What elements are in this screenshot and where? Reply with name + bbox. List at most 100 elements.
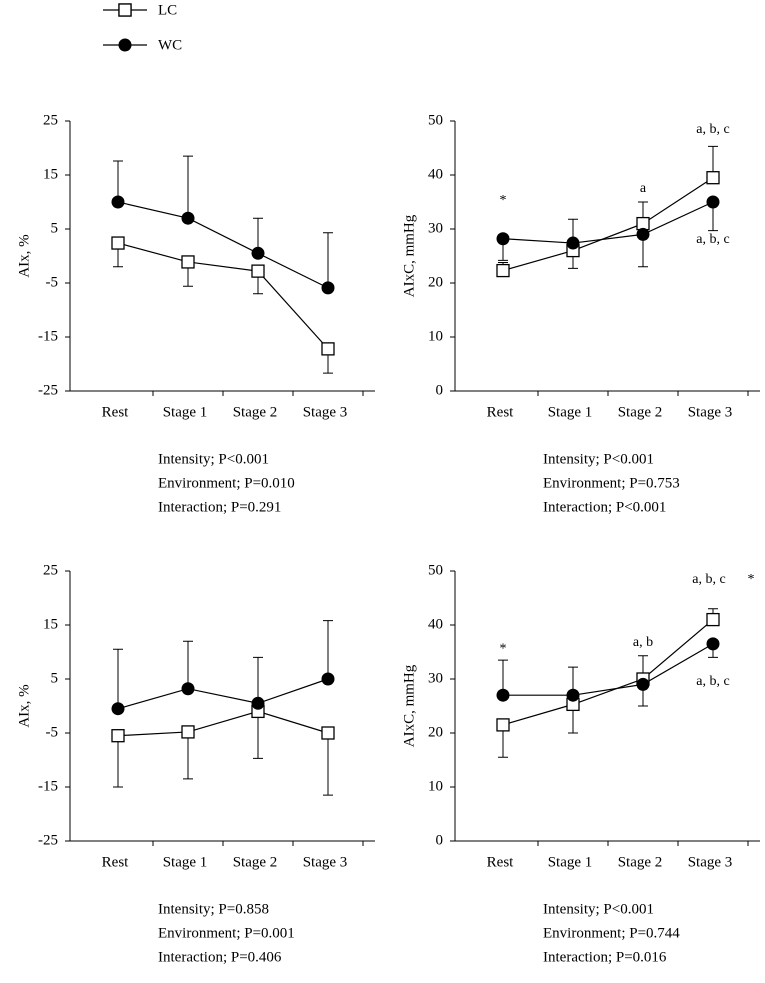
series-line	[503, 643, 714, 696]
marker	[636, 227, 650, 241]
stat-note: Environment; P=0.010	[158, 475, 295, 491]
legend-marker-lc	[118, 3, 132, 17]
series-line	[117, 710, 329, 737]
marker	[706, 195, 720, 209]
y-tick-label: 20	[428, 724, 443, 740]
y-axis-label: AIx, %	[16, 684, 32, 727]
y-tick-label: 25	[43, 562, 58, 578]
marker	[321, 726, 335, 740]
marker	[321, 672, 335, 686]
stat-note: Intensity; P<0.001	[543, 451, 654, 467]
y-tick-label: 5	[51, 670, 59, 686]
y-tick-label: 30	[428, 670, 443, 686]
x-tick-label: Rest	[487, 404, 515, 420]
marker	[566, 688, 580, 702]
x-tick-label: Stage 2	[233, 404, 278, 420]
stat-note: Interaction; P<0.001	[543, 499, 666, 515]
y-tick-label: 0	[436, 382, 444, 398]
y-tick-label: 50	[428, 112, 443, 128]
y-tick-label: 20	[428, 274, 443, 290]
marker	[181, 725, 195, 739]
marker	[181, 255, 195, 269]
y-tick-label: 5	[51, 220, 59, 236]
stat-note: Environment; P=0.753	[543, 475, 680, 491]
error-bar	[323, 733, 333, 796]
y-tick-label: -5	[46, 274, 59, 290]
error-bar	[323, 232, 333, 288]
y-tick-label: 30	[428, 220, 443, 236]
marker	[111, 195, 125, 209]
marker	[496, 718, 510, 732]
annotation: *	[500, 193, 507, 208]
marker	[636, 216, 650, 231]
annotation: *	[748, 572, 755, 587]
series-line	[502, 177, 714, 272]
x-tick-label: Stage 3	[688, 404, 733, 420]
stat-note: Interaction; P=0.016	[543, 949, 667, 965]
x-tick-label: Rest	[102, 404, 130, 420]
series-line	[117, 678, 329, 710]
x-tick-label: Stage 1	[163, 404, 208, 420]
annotation: a, b, c	[696, 674, 729, 689]
legend-label: LC	[158, 2, 177, 18]
marker	[111, 702, 125, 716]
y-tick-label: 40	[428, 166, 443, 182]
marker	[566, 236, 580, 250]
marker	[321, 342, 335, 356]
x-tick-label: Rest	[102, 854, 130, 870]
y-tick-label: -25	[38, 382, 58, 398]
error-bar	[253, 656, 263, 704]
series-line	[502, 201, 714, 244]
marker	[706, 637, 720, 651]
annotation: a, b, c	[692, 572, 725, 587]
marker	[181, 211, 195, 225]
y-axis-label: AIxC, mmHg	[401, 664, 417, 747]
stat-note: Interaction; P=0.291	[158, 499, 281, 515]
legend-label: WC	[158, 37, 182, 53]
error-bar	[113, 160, 123, 202]
error-bar	[113, 648, 123, 709]
stat-note: Environment; P=0.744	[543, 925, 680, 941]
marker	[636, 677, 650, 691]
y-tick-label: 15	[43, 166, 58, 182]
stat-note: Environment; P=0.001	[158, 925, 295, 941]
x-tick-label: Stage 3	[688, 854, 733, 870]
error-bar	[183, 155, 193, 219]
marker	[111, 729, 125, 743]
x-tick-label: Stage 2	[618, 854, 663, 870]
error-bar	[253, 711, 263, 759]
y-tick-label: 10	[428, 778, 443, 794]
error-bar	[183, 640, 193, 689]
marker	[496, 263, 510, 278]
x-tick-label: Stage 2	[233, 854, 278, 870]
annotation: a	[640, 181, 647, 196]
error-bar	[113, 735, 123, 788]
marker	[251, 696, 265, 710]
stat-note: Intensity; P=0.858	[158, 901, 269, 917]
legend-marker-wc	[118, 38, 132, 52]
y-tick-label: 50	[428, 562, 443, 578]
series-line	[117, 201, 329, 289]
y-tick-label: 10	[428, 328, 443, 344]
annotation: a, b, c	[696, 122, 729, 137]
y-tick-label: -25	[38, 832, 58, 848]
y-tick-label: 0	[436, 832, 444, 848]
y-tick-label: -15	[38, 778, 58, 794]
annotation: *	[500, 641, 507, 656]
x-tick-label: Stage 3	[303, 854, 348, 870]
y-tick-label: 15	[43, 616, 58, 632]
marker	[496, 688, 510, 702]
y-tick-label: -5	[46, 724, 59, 740]
error-bar	[183, 731, 193, 780]
stat-note: Intensity; P<0.001	[158, 451, 269, 467]
y-tick-label: -15	[38, 328, 58, 344]
y-tick-label: 40	[428, 616, 443, 632]
x-tick-label: Stage 3	[303, 404, 348, 420]
series-line	[502, 619, 714, 726]
marker	[706, 171, 720, 185]
marker	[181, 682, 195, 696]
x-tick-label: Stage 1	[548, 854, 593, 870]
marker	[496, 232, 510, 246]
y-axis-label: AIx, %	[16, 234, 32, 277]
y-tick-label: 25	[43, 112, 58, 128]
